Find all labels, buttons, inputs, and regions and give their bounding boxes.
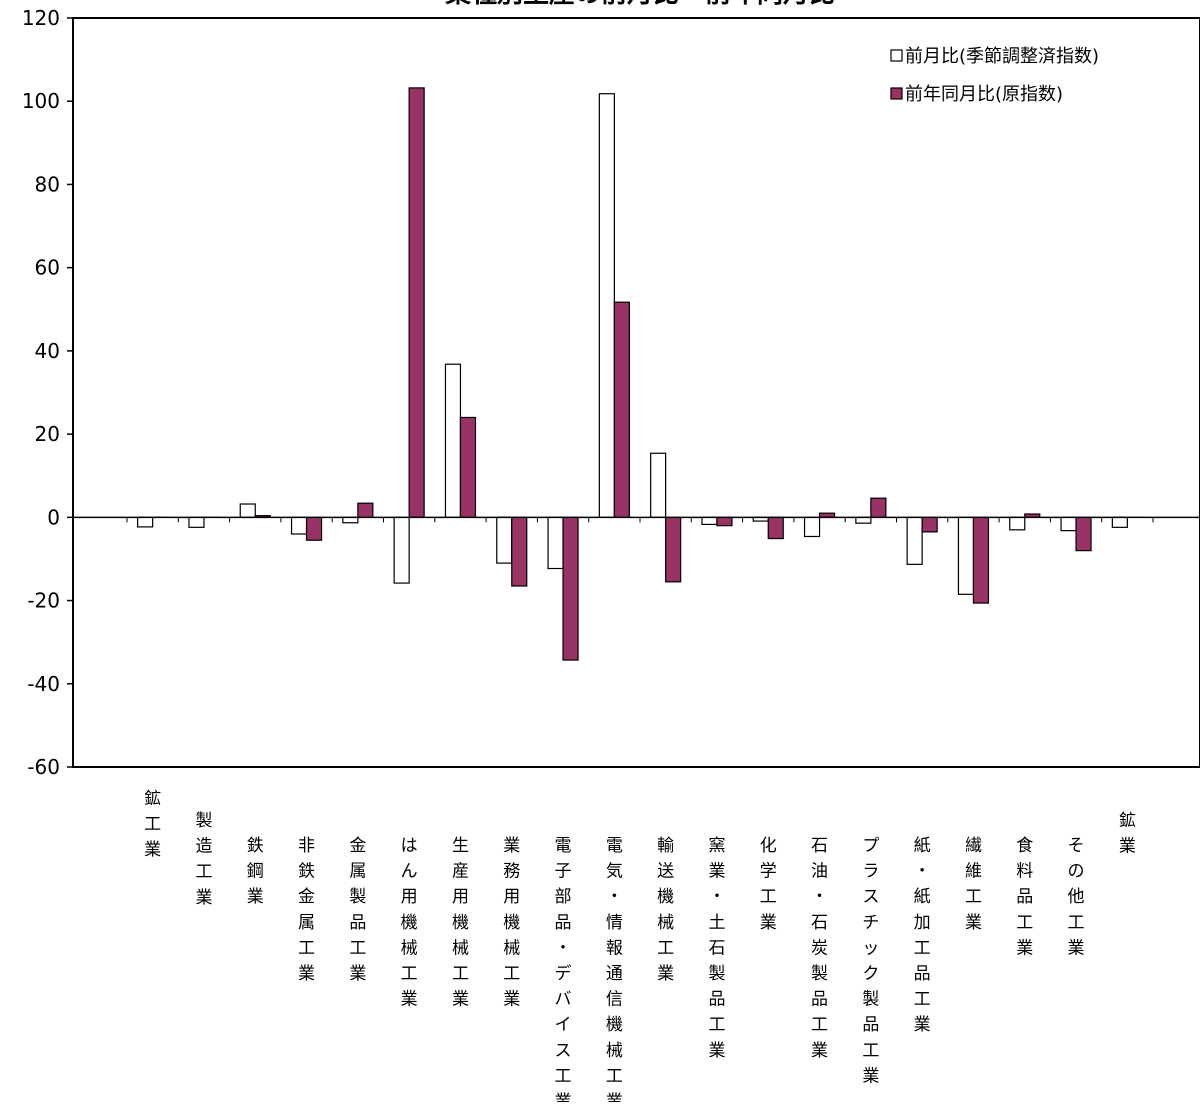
- legend-label-mom: 前月比(季節調整済指数): [905, 46, 1099, 67]
- bar-yoy: [973, 517, 988, 603]
- category-label: はん用機械工業: [401, 836, 418, 1010]
- category-label: 電気・情報通信機械工業: [606, 836, 623, 1102]
- bar-mom: [497, 517, 512, 563]
- bar-mom: [599, 94, 614, 518]
- bar-yoy: [409, 88, 424, 517]
- bar-mom: [394, 517, 409, 583]
- category-label: プラスチック製品工業: [862, 836, 879, 1086]
- x-axis: [73, 517, 1200, 522]
- category-label: 食料品工業: [1016, 836, 1033, 958]
- bar-mom: [907, 517, 922, 564]
- chart-title: 業種別生産の前月比・前年同月比: [445, 0, 835, 9]
- bar-mom: [1112, 517, 1127, 527]
- bar-mom: [292, 517, 307, 534]
- bar-yoy: [358, 503, 373, 517]
- bar-yoy: [768, 517, 783, 538]
- y-tick-label: -60: [27, 755, 60, 779]
- bar-mom: [651, 453, 666, 517]
- bar-mom: [138, 517, 153, 527]
- category-label: 非鉄金属工業: [298, 836, 315, 984]
- y-tick-label: -20: [27, 589, 60, 613]
- y-tick-label: 0: [47, 505, 60, 529]
- bar-mom: [445, 364, 460, 517]
- bars: [138, 88, 1143, 660]
- bar-mom: [1061, 517, 1076, 530]
- bar-yoy: [717, 517, 732, 525]
- bar-mom: [1010, 517, 1025, 529]
- y-axis: -60 -40 -20 0 20 40 60 80 100 120: [22, 6, 73, 779]
- legend: 前月比(季節調整済指数) 前年同月比(原指数): [891, 46, 1099, 105]
- bar-mom: [958, 517, 973, 594]
- category-label: 鉄鋼業: [247, 836, 264, 907]
- category-label: 紙・紙加工品工業: [914, 836, 931, 1035]
- category-label: 業務用機械工業: [503, 836, 520, 1010]
- y-tick-label: 60: [35, 256, 60, 280]
- y-tick-label: 20: [35, 422, 60, 446]
- bar-mom: [856, 517, 871, 523]
- bar-yoy: [563, 517, 578, 660]
- category-label: 石油・石炭製品工業: [811, 836, 828, 1061]
- y-tick-label: 80: [35, 172, 60, 196]
- category-label: 窯業・土石製品工業: [708, 836, 725, 1061]
- bar-mom: [189, 517, 204, 527]
- bar-yoy: [922, 517, 937, 532]
- bar-mom: [548, 517, 563, 568]
- plot-area: [73, 18, 1200, 767]
- bar-yoy: [614, 302, 629, 517]
- bar-mom: [702, 517, 717, 524]
- bar-yoy: [307, 517, 322, 540]
- bar-mom: [343, 517, 358, 522]
- bar-yoy: [460, 417, 475, 517]
- y-tick-label: -40: [27, 672, 60, 696]
- y-tick-label: 120: [22, 6, 60, 30]
- bar-mom: [240, 504, 255, 517]
- plot-frame: [73, 18, 1200, 767]
- category-label: その他工業: [1068, 836, 1085, 958]
- legend-swatch-mom: [891, 50, 902, 61]
- category-label: 生産用機械工業: [452, 836, 469, 1010]
- category-label: 電子部品・デバイス工業: [555, 836, 572, 1102]
- category-label: 輸送機械工業: [657, 836, 674, 984]
- category-label: 製造工業: [195, 811, 212, 908]
- bar-yoy: [1076, 517, 1091, 550]
- category-label: 化学工業: [760, 836, 777, 933]
- bar-yoy: [512, 517, 527, 586]
- category-label: 金属製品工業: [349, 836, 366, 984]
- category-labels: 鉱工業 製造工業 鉄鋼業 非鉄金属工業 金属製品工業 はん用機械工業 生産用機械工業 業務用機…: [144, 789, 1136, 1102]
- category-label: 鉱工業: [144, 789, 161, 860]
- legend-label-yoy: 前年同月比(原指数): [905, 84, 1063, 105]
- bar-yoy: [666, 517, 681, 581]
- legend-swatch-yoy: [891, 88, 902, 99]
- category-label: 鉱業: [1119, 811, 1136, 857]
- category-label: 繊維工業: [965, 836, 982, 933]
- y-tick-label: 40: [35, 339, 60, 363]
- y-tick-label: 100: [22, 89, 60, 113]
- bar-mom: [805, 517, 820, 536]
- bar-yoy: [871, 498, 886, 517]
